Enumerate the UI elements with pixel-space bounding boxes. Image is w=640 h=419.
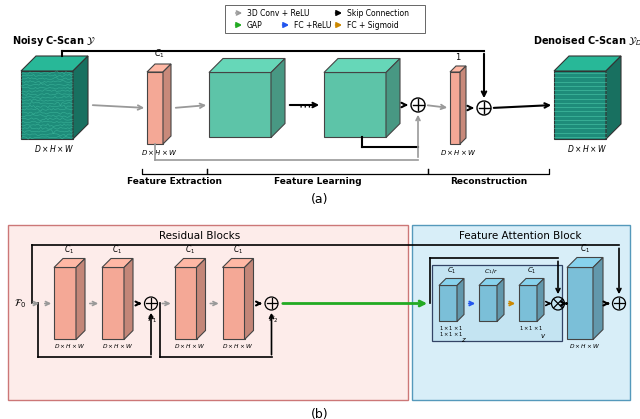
Text: $\mathcal{F}_0$: $\mathcal{F}_0$: [14, 297, 26, 310]
Polygon shape: [209, 72, 271, 137]
FancyBboxPatch shape: [412, 225, 630, 400]
Polygon shape: [271, 59, 285, 137]
Polygon shape: [567, 267, 593, 339]
Text: $z$: $z$: [461, 336, 467, 344]
Text: Learning: Learning: [226, 101, 268, 109]
Text: $\mathcal{F}_1$: $\mathcal{F}_1$: [147, 313, 157, 325]
Text: Reconstruction: Reconstruction: [450, 177, 527, 186]
Polygon shape: [519, 279, 544, 285]
Polygon shape: [147, 64, 171, 72]
Text: Feature: Feature: [228, 91, 266, 99]
Text: $1\times 1\times 1$: $1\times 1\times 1$: [519, 323, 544, 331]
Polygon shape: [21, 71, 73, 139]
Text: $D\times H\times W$: $D\times H\times W$: [54, 342, 85, 351]
Text: $M_1(\cdot)$: $M_1(\cdot)$: [236, 121, 258, 133]
Text: Module: Module: [344, 111, 380, 119]
Text: FC +ReLU: FC +ReLU: [294, 21, 332, 29]
Text: Noisy C-Scan $\mathcal{Y}$: Noisy C-Scan $\mathcal{Y}$: [12, 34, 97, 48]
Text: $D \times H \times W$: $D \times H \times W$: [568, 143, 607, 154]
Text: Feature Attention Block: Feature Attention Block: [459, 231, 581, 241]
Text: 3D Conv + ReLU: 3D Conv + ReLU: [247, 8, 310, 18]
Polygon shape: [554, 56, 621, 71]
Text: $C_1$: $C_1$: [580, 242, 590, 254]
Text: (b): (b): [311, 408, 329, 419]
Text: $C_1$: $C_1$: [154, 47, 164, 60]
Text: Denoised C-Scan $\mathcal{Y}_D$: Denoised C-Scan $\mathcal{Y}_D$: [533, 34, 640, 48]
Text: $\mathcal{F}_2$: $\mathcal{F}_2$: [268, 313, 278, 325]
Polygon shape: [554, 71, 606, 139]
Text: $C_1$: $C_1$: [65, 243, 75, 256]
Polygon shape: [593, 258, 603, 339]
Text: $D\times H\times W$: $D\times H\times W$: [570, 342, 601, 351]
Text: $D\times H\times W$: $D\times H\times W$: [174, 342, 205, 351]
Text: $D\times H\times W$: $D\times H\times W$: [102, 342, 133, 351]
Polygon shape: [124, 259, 133, 339]
Polygon shape: [450, 72, 460, 144]
Text: $v$: $v$: [540, 331, 547, 339]
Polygon shape: [76, 259, 85, 339]
Polygon shape: [147, 72, 163, 144]
Polygon shape: [439, 279, 464, 285]
Text: $C_1$: $C_1$: [447, 265, 456, 276]
Text: $C_1$: $C_1$: [233, 243, 243, 256]
Polygon shape: [479, 279, 504, 285]
Polygon shape: [54, 259, 85, 267]
FancyBboxPatch shape: [8, 225, 408, 400]
Polygon shape: [519, 285, 537, 321]
FancyBboxPatch shape: [432, 266, 562, 341]
Polygon shape: [223, 267, 244, 339]
Polygon shape: [21, 56, 88, 71]
Polygon shape: [163, 64, 171, 144]
Polygon shape: [244, 259, 253, 339]
Polygon shape: [439, 285, 457, 321]
Polygon shape: [102, 267, 124, 339]
Polygon shape: [54, 267, 76, 339]
Polygon shape: [102, 259, 133, 267]
Text: $C_1/r$: $C_1/r$: [484, 267, 499, 276]
Text: Skip Connection: Skip Connection: [347, 8, 409, 18]
Polygon shape: [460, 66, 466, 144]
Text: $C_1$: $C_1$: [185, 243, 195, 256]
Text: $M_m(\cdot)$: $M_m(\cdot)$: [350, 121, 374, 133]
Text: Learning: Learning: [341, 101, 383, 109]
Text: Feature: Feature: [344, 91, 380, 99]
Polygon shape: [567, 258, 603, 267]
Polygon shape: [386, 59, 400, 137]
Polygon shape: [209, 59, 285, 72]
Polygon shape: [479, 285, 497, 321]
Polygon shape: [537, 279, 544, 321]
Polygon shape: [223, 259, 253, 267]
Polygon shape: [324, 59, 400, 72]
Text: (a): (a): [311, 193, 329, 206]
Text: Feature Extraction: Feature Extraction: [127, 177, 222, 186]
Polygon shape: [457, 279, 464, 321]
Polygon shape: [324, 72, 386, 137]
Polygon shape: [73, 56, 88, 139]
Polygon shape: [497, 279, 504, 321]
Text: $D \times H \times W$: $D \times H \times W$: [141, 148, 177, 157]
Polygon shape: [450, 66, 466, 72]
Text: Module: Module: [230, 111, 264, 119]
Text: $D\times H\times W$: $D\times H\times W$: [222, 342, 253, 351]
Text: Residual Blocks: Residual Blocks: [159, 231, 241, 241]
Text: 1: 1: [456, 53, 461, 62]
Polygon shape: [175, 259, 205, 267]
Text: $D \times H \times W$: $D \times H \times W$: [440, 148, 477, 157]
Text: Feature Learning: Feature Learning: [274, 177, 362, 186]
Polygon shape: [175, 267, 196, 339]
Polygon shape: [606, 56, 621, 139]
Text: FC + Sigmoid: FC + Sigmoid: [347, 21, 399, 29]
Polygon shape: [196, 259, 205, 339]
Text: $1\times 1\times 1$: $1\times 1\times 1$: [439, 323, 464, 331]
Text: $C_1$: $C_1$: [527, 265, 536, 276]
Text: $\cdots$: $\cdots$: [298, 99, 311, 112]
Text: $1\times 1\times 1$: $1\times 1\times 1$: [439, 329, 464, 337]
Text: $C_1$: $C_1$: [113, 243, 123, 256]
Text: $D \times H \times W$: $D \times H \times W$: [35, 143, 74, 154]
Text: GAP: GAP: [247, 21, 263, 29]
